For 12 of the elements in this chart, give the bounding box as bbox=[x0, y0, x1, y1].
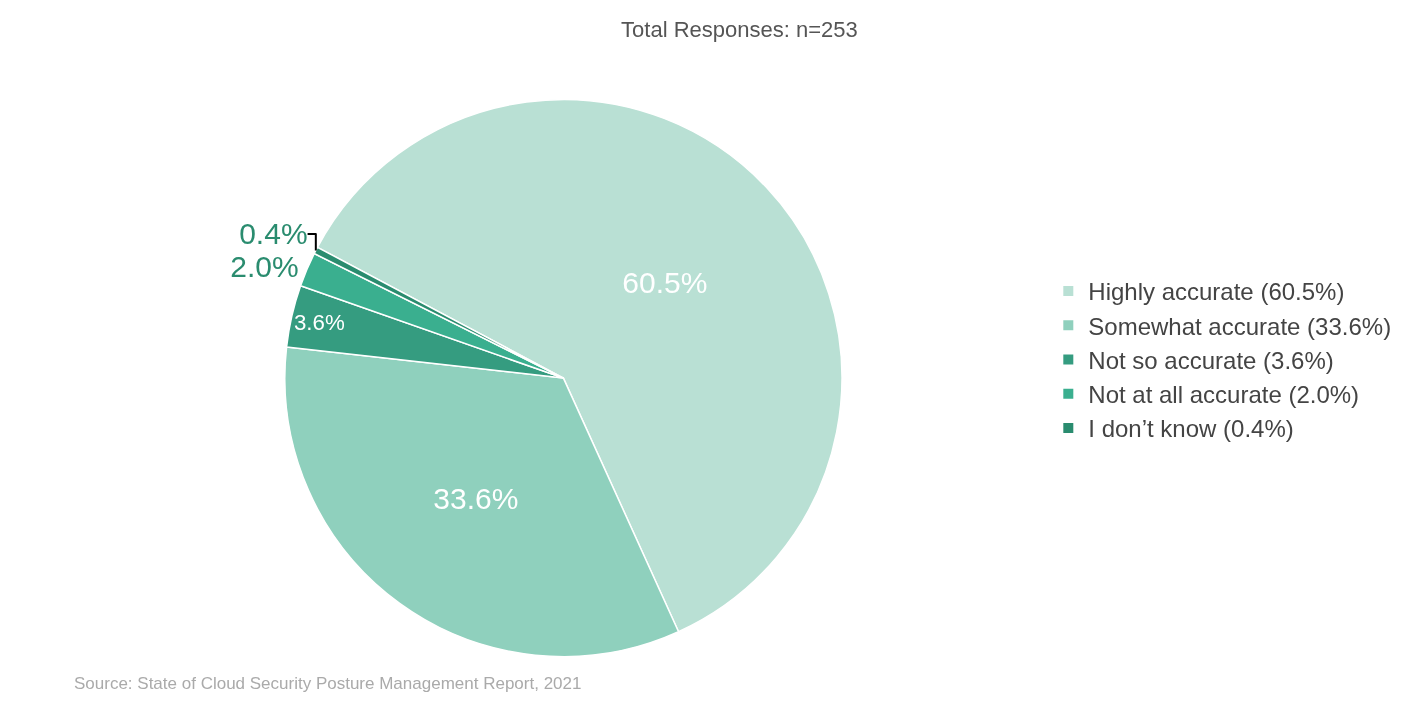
legend-label: Somewhat accurate (33.6%) bbox=[1088, 312, 1392, 340]
legend-label: Highly accurate (60.5%) bbox=[1088, 278, 1345, 306]
legend-label: I don’t know (0.4%) bbox=[1088, 415, 1294, 443]
chart-title: Total Responses: n=253 bbox=[621, 16, 858, 42]
data-label: 3.6% bbox=[293, 310, 345, 336]
data-label: 33.6% bbox=[433, 482, 519, 516]
legend-label: Not so accurate (3.6%) bbox=[1088, 346, 1334, 374]
data-label: 60.5% bbox=[622, 266, 708, 300]
legend-label: Not at all accurate (2.0%) bbox=[1088, 381, 1360, 409]
source-note: Source: State of Cloud Security Posture Management Report, 2021 bbox=[74, 674, 582, 693]
data-label: 0.4% bbox=[239, 217, 308, 251]
data-label: 2.0% bbox=[230, 250, 299, 284]
